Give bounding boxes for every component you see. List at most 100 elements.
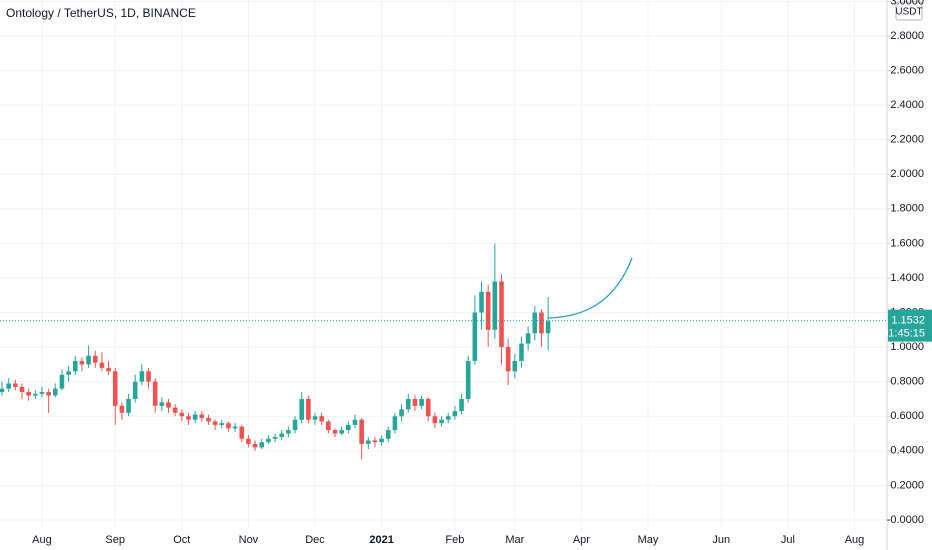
candle-body: [199, 414, 205, 418]
candle-body: [292, 419, 298, 431]
candle-body: [0, 388, 5, 393]
candle-body: [346, 424, 351, 431]
currency: USDT: [895, 7, 922, 18]
candle-body: [379, 438, 384, 443]
candle-body: [332, 430, 338, 434]
x-tick-label: Jul: [781, 534, 795, 546]
candle-body: [366, 440, 371, 444]
candle-body: [326, 421, 331, 431]
candle-body: [6, 383, 11, 389]
x-tick-label: Sep: [105, 534, 125, 546]
countdown: 01:45:15: [882, 328, 925, 340]
candle-body: [419, 398, 424, 406]
candle-body: [272, 436, 278, 439]
y-tick-label: 2.8000: [890, 30, 924, 42]
candle-body: [146, 371, 151, 382]
candle-body: [286, 430, 291, 434]
candle-body: [279, 433, 285, 437]
candle-body: [172, 407, 178, 413]
candle-body: [59, 374, 65, 389]
y-tick-label: -0.0000: [887, 514, 924, 526]
candle-body: [239, 426, 245, 439]
candle-body: [266, 438, 271, 443]
chart-title: Ontology / TetherUS, 1D, BINANCE: [6, 6, 196, 20]
candle-body: [106, 367, 111, 372]
y-tick-label: 0.2000: [890, 479, 924, 491]
candle-body: [505, 347, 511, 372]
y-tick-label: 2.0000: [890, 168, 924, 180]
candle-body: [159, 402, 165, 406]
candle-body: [13, 383, 18, 387]
candle-body: [52, 388, 58, 396]
candle-body: [166, 402, 171, 408]
currency-badge: [895, 1, 923, 21]
axes: -0.00000.20000.40000.60000.80001.00001.2…: [32, 0, 932, 546]
x-tick-label: Oct: [173, 534, 190, 546]
y-tick-label: 0.4000: [890, 445, 924, 457]
candle-body: [39, 392, 45, 394]
candle-body: [439, 419, 444, 424]
candle-body: [339, 430, 344, 434]
candle-body: [405, 398, 411, 410]
x-tick-label: Aug: [845, 534, 865, 546]
x-tick-label: Apr: [573, 534, 590, 546]
candle-body: [472, 312, 478, 361]
candle-body: [99, 362, 105, 368]
candle-body: [519, 343, 524, 361]
candle-body: [452, 411, 458, 417]
candle-body: [459, 398, 464, 412]
y-tick-label: 1.4000: [890, 272, 924, 284]
candle-body: [412, 398, 418, 406]
candle-body: [119, 405, 125, 413]
candle-body: [259, 442, 265, 448]
y-tick-label: 1.6000: [890, 237, 924, 249]
candle-body: [92, 355, 98, 363]
candle-body: [226, 423, 231, 429]
candle-body: [399, 409, 404, 417]
last-price-label: 1.1532: [891, 315, 925, 327]
candle-body: [232, 426, 238, 429]
y-tick-label: 2.6000: [890, 64, 924, 76]
y-tick-label: 2.4000: [890, 99, 924, 111]
y-tick-label: 1.0000: [890, 341, 924, 353]
x-tick-label: Dec: [305, 534, 325, 546]
candle-body: [359, 419, 364, 444]
candle-body: [312, 416, 318, 420]
candle-body: [126, 398, 131, 413]
x-tick-label: Feb: [445, 534, 464, 546]
candle-body: [206, 417, 211, 422]
candle-body: [132, 381, 138, 399]
last-price-box: [888, 309, 932, 342]
candle-body: [179, 412, 185, 417]
candle-body: [445, 416, 451, 420]
x-tick-label: May: [638, 534, 659, 546]
candle-body: [72, 360, 78, 372]
candle-body: [492, 281, 498, 330]
x-tick-label: Jun: [712, 534, 730, 546]
candle-body: [385, 430, 391, 439]
y-tick-label: 0.6000: [890, 410, 924, 422]
candle-body: [252, 443, 258, 448]
candle-body: [186, 416, 191, 420]
candle-body: [485, 291, 491, 330]
candle-body: [372, 440, 378, 443]
y-tick-label: 3.0000: [890, 0, 924, 7]
candle-body: [319, 416, 324, 422]
candle-body: [246, 438, 251, 444]
candle-body: [192, 414, 198, 420]
projection-curve: [547, 257, 633, 319]
candle-body: [539, 312, 544, 334]
candle-body: [112, 371, 118, 406]
candle-body: [26, 392, 31, 396]
candle-body: [219, 423, 225, 425]
candle-body: [46, 392, 51, 396]
candle-body: [432, 416, 438, 424]
candle-body: [525, 333, 531, 344]
candle-body: [152, 381, 158, 406]
candle-body: [512, 360, 518, 372]
x-tick-label: Nov: [239, 534, 259, 546]
candle-body: [66, 371, 71, 375]
candle-body: [532, 312, 538, 334]
